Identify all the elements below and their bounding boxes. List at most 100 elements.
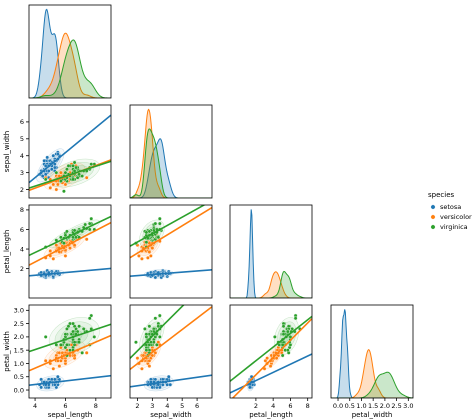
- point-virginica: [77, 340, 81, 345]
- point-virginica: [71, 321, 75, 326]
- panel-body: [130, 205, 212, 280]
- point-virginica: [134, 340, 138, 345]
- point-setosa: [150, 385, 155, 390]
- kde-fill-versicolor: [29, 33, 111, 98]
- point-virginica: [154, 342, 159, 347]
- point-versicolor: [84, 350, 89, 355]
- point-virginica: [66, 163, 71, 168]
- point-virginica: [59, 342, 63, 347]
- point-virginica: [72, 228, 77, 233]
- point-virginica: [77, 324, 81, 329]
- x-tick-label: 2: [254, 402, 258, 410]
- regression-line-versicolor: [130, 306, 212, 370]
- point-versicolor: [59, 358, 63, 363]
- x-tick-label: 0.0: [333, 402, 343, 410]
- point-versicolor: [147, 364, 152, 368]
- regression-line-versicolor: [29, 221, 111, 266]
- point-virginica: [80, 350, 85, 355]
- legend-marker-versicolor: [430, 214, 436, 220]
- regression-line-setosa: [130, 374, 212, 388]
- kde-line-setosa: [130, 138, 212, 198]
- point-setosa: [42, 158, 47, 163]
- y-tick-label: 6: [20, 118, 24, 126]
- y-tick-label: 1.5: [14, 346, 24, 354]
- x-axis-label: petal_width: [352, 411, 393, 419]
- point-virginica: [147, 324, 152, 329]
- point-setosa: [49, 167, 54, 172]
- panel-frame: [129, 304, 213, 399]
- point-virginica: [75, 175, 80, 180]
- point-versicolor: [135, 356, 140, 361]
- x-axis-petal_width: 0.0 0.5 1.0 1.5 2.0 2.5 3.0 petal_width: [333, 398, 413, 419]
- x-tick-label: 2.5: [391, 402, 401, 410]
- point-virginica: [273, 335, 277, 339]
- panel-body: [130, 305, 212, 392]
- point-virginica: [143, 327, 147, 331]
- kde-line-virginica: [331, 371, 413, 398]
- y-tick-label: 0.5: [14, 373, 24, 381]
- kde-line-virginica: [29, 39, 111, 98]
- point-virginica: [281, 324, 286, 329]
- panel-petal_width-vs-sepal_length: 0.0 0.5 1.0 1.5 2.0 2.5 3.0 petal_width 4 6 8sepal…: [3, 304, 112, 419]
- point-versicolor: [265, 356, 269, 361]
- point-virginica: [43, 335, 48, 339]
- panel-petal_length-vs-petal_length: [229, 204, 313, 299]
- panel-body: [29, 114, 111, 194]
- kde-line-versicolor: [230, 271, 312, 298]
- panel-body: [29, 215, 111, 280]
- point-virginica: [157, 313, 162, 318]
- point-versicolor: [59, 170, 63, 175]
- point-virginica: [92, 335, 97, 339]
- panel-petal_width-vs-petal_width: 0.0 0.5 1.0 1.5 2.0 2.5 3.0 petal_width: [330, 304, 413, 419]
- kde-fill-versicolor: [331, 349, 413, 398]
- point-virginica: [63, 332, 68, 337]
- point-virginica: [89, 216, 94, 221]
- regression-line-versicolor: [29, 334, 111, 372]
- point-versicolor: [84, 175, 89, 180]
- point-virginica: [83, 222, 88, 227]
- kde-line-versicolor: [130, 108, 212, 198]
- panel-petal_length-vs-sepal_length: 2 4 6 8 petal_length: [3, 204, 112, 299]
- point-versicolor: [55, 182, 60, 187]
- point-versicolor: [268, 364, 273, 368]
- point-virginica: [285, 348, 290, 353]
- point-virginica: [62, 241, 66, 246]
- point-versicolor: [54, 243, 59, 248]
- point-setosa: [247, 385, 252, 390]
- point-setosa: [51, 153, 56, 158]
- point-versicolor: [147, 358, 152, 363]
- legend-entries: setosa versicolor virginica: [430, 203, 472, 231]
- point-virginica: [144, 230, 149, 235]
- panel-sepal_length-vs-sepal_length: [28, 4, 112, 99]
- x-tick-label: 4: [165, 402, 169, 410]
- x-tick-label: 8: [306, 402, 310, 410]
- point-versicolor: [150, 353, 155, 358]
- kde-line-virginica: [130, 128, 212, 198]
- regression-line-virginica: [130, 205, 206, 247]
- point-virginica: [77, 172, 81, 177]
- x-tick-label: 4: [33, 402, 37, 410]
- kde-fill-versicolor: [130, 109, 212, 198]
- x-axis-label: sepal_width: [150, 411, 191, 419]
- panels: 23456sepal_width2468petal_length0.00.51.…: [3, 4, 413, 419]
- panel-body: [29, 313, 111, 392]
- panel-sepal_width-vs-sepal_width: [129, 104, 213, 199]
- point-setosa: [46, 169, 51, 173]
- legend-marker-setosa: [430, 204, 436, 210]
- panel-body: [331, 309, 413, 398]
- point-virginica: [89, 162, 94, 167]
- point-versicolor: [54, 187, 59, 192]
- point-versicolor: [51, 182, 56, 187]
- point-virginica: [66, 324, 71, 329]
- y-axis-petal_length: 2 4 6 8 petal_length: [3, 206, 29, 273]
- kde-line-setosa: [331, 309, 413, 398]
- regression-line-virginica: [29, 160, 111, 189]
- point-versicolor: [146, 255, 150, 260]
- kde-line-setosa: [29, 8, 111, 98]
- y-axis-label: sepal_width: [3, 131, 11, 172]
- point-virginica: [157, 335, 162, 339]
- x-tick-label: 5: [180, 402, 184, 410]
- y-axis-sepal_width: 2 3 4 5 6 sepal_width: [3, 118, 29, 194]
- point-virginica: [59, 179, 63, 183]
- point-versicolor: [72, 243, 77, 248]
